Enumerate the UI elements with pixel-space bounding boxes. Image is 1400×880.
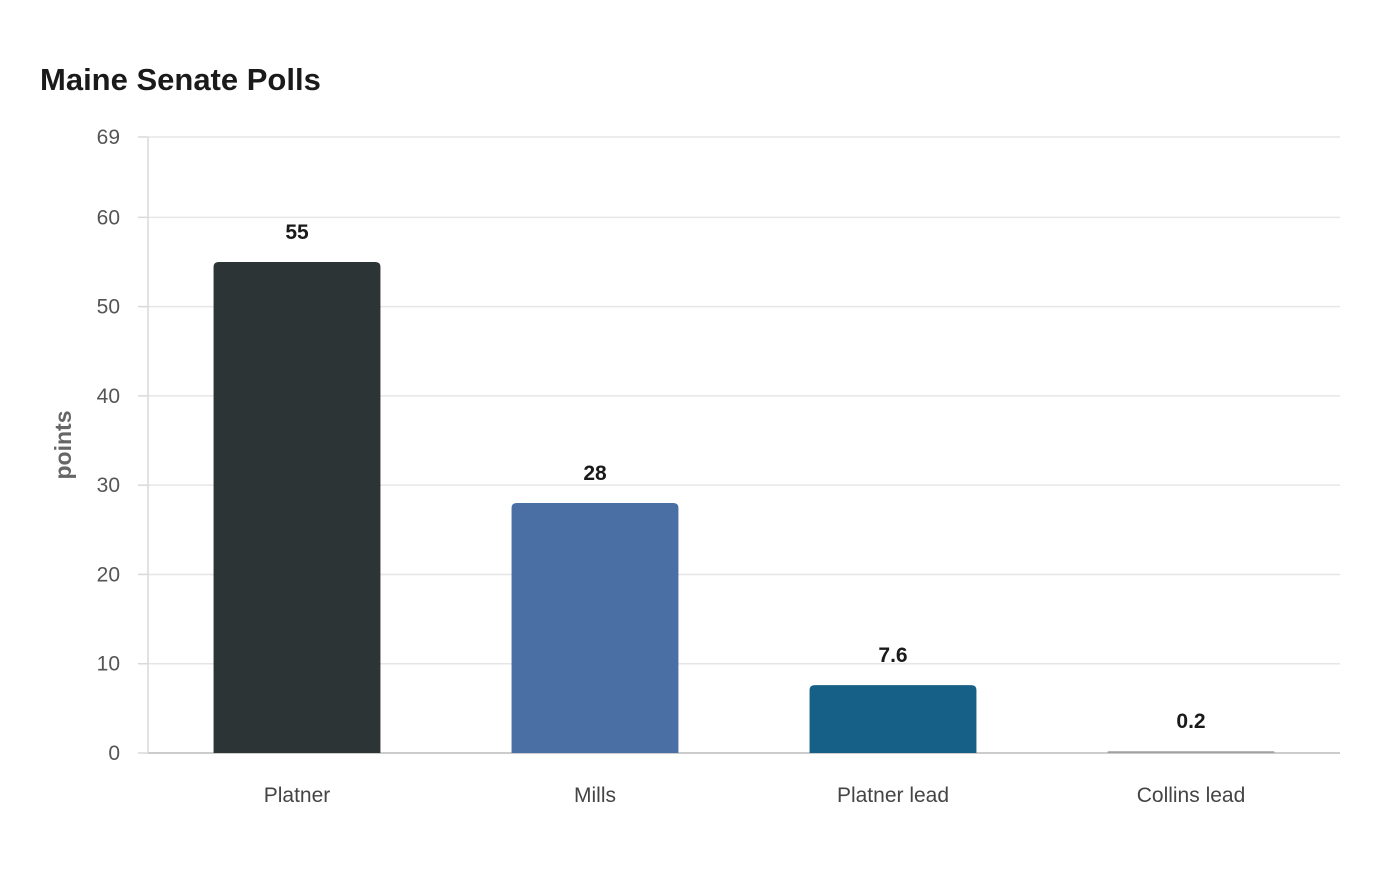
x-tick-label: Platner <box>264 784 331 807</box>
y-tick-label: 69 <box>97 126 120 149</box>
bar <box>1107 751 1275 753</box>
y-tick-label: 50 <box>97 296 120 319</box>
data-label: 7.6 <box>878 644 907 667</box>
x-tick-label: Mills <box>574 784 616 807</box>
x-tick-label: Platner lead <box>837 784 949 807</box>
data-label: 28 <box>583 462 607 485</box>
y-tick-label: 20 <box>97 563 120 586</box>
bars <box>213 261 1275 753</box>
y-tick-label: 40 <box>97 385 120 408</box>
chart-title: Maine Senate Polls <box>40 62 321 97</box>
y-axis-title: points <box>50 411 76 480</box>
y-tick-label: 10 <box>97 653 120 676</box>
y-tick-label: 0 <box>108 742 120 765</box>
x-tick-label: Collins lead <box>1137 784 1246 807</box>
data-label: 0.2 <box>1176 710 1205 733</box>
labels: 0 10 20 30 40 50 60 69 55 Platner 28 Mills 7.6 Platne… <box>97 126 1246 807</box>
y-tick-label: 60 <box>97 206 120 229</box>
bar <box>511 503 679 753</box>
data-label: 55 <box>285 221 309 244</box>
y-tick-label: 30 <box>97 474 120 497</box>
bar <box>809 685 977 753</box>
bar <box>213 261 381 753</box>
